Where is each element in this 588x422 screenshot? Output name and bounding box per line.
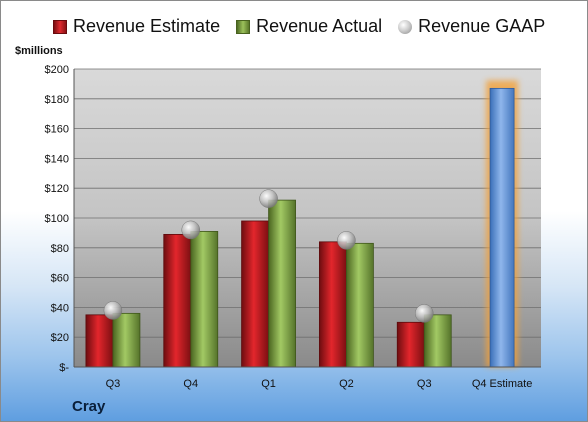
gaap-point (181, 220, 200, 240)
y-axis: $- $20 $40 $60 $80 $100 $120 $140 $160 $180 $200 (45, 64, 75, 374)
x-tick-label: Q3 (106, 378, 121, 390)
y-tick-label: $60 (51, 273, 69, 285)
bars (85, 80, 519, 368)
y-tick-label: $- (59, 362, 69, 374)
y-tick-label: $200 (45, 64, 69, 76)
bar-estimate (163, 233, 192, 368)
x-tick-label: Q3 (417, 378, 432, 390)
bar-actual (112, 312, 141, 368)
bar-actual (423, 314, 452, 368)
gaap-point (415, 304, 434, 323)
y-tick-label: $100 (45, 213, 69, 225)
x-tick-label: Q2 (339, 378, 354, 390)
x-tick-label: Q4 Estimate (472, 378, 533, 390)
x-axis: Q3 Q4 Q1 Q2 Q3 Q4 Estimate (74, 366, 541, 390)
x-tick-label: Q1 (261, 378, 276, 390)
x-tick-label: Q4 (183, 378, 198, 390)
y-unit-label: $millions (15, 45, 63, 57)
legend-label-estimate: Revenue Estimate (73, 16, 221, 36)
legend-swatch-estimate (53, 19, 67, 34)
y-tick-label: $80 (51, 243, 69, 255)
bar-estimate (396, 321, 425, 368)
legend-item-gaap: Revenue GAAP (398, 16, 545, 37)
y-tick-label: $180 (45, 94, 69, 106)
y-tick-label: $140 (45, 153, 69, 165)
legend-label-actual: Revenue Actual (256, 16, 383, 36)
y-tick-label: $20 (51, 332, 69, 344)
bar-estimate (85, 314, 114, 368)
company-name: Cray (72, 398, 106, 415)
legend-item-estimate: Revenue Estimate (53, 16, 220, 37)
y-tick-label: $120 (45, 183, 69, 195)
gaap-point (259, 189, 278, 208)
gaap-points (103, 189, 434, 323)
legend-label-gaap: Revenue GAAP (418, 16, 546, 36)
bar-actual (346, 242, 374, 368)
legend-swatch-actual (236, 19, 251, 34)
bar-actual (190, 231, 219, 368)
y-tick-label: $160 (45, 124, 69, 136)
legend-swatch-gaap (398, 19, 413, 34)
bar-actual (268, 199, 296, 368)
bar-future-estimate (489, 87, 515, 368)
gaap-point (103, 301, 123, 320)
y-tick-label: $40 (51, 302, 69, 314)
legend: Revenue Estimate Revenue Actual Revenue … (53, 16, 545, 37)
bar-estimate (319, 241, 347, 368)
legend-item-actual: Revenue Actual (236, 16, 382, 37)
bar-estimate (241, 220, 269, 368)
gaap-point (337, 231, 356, 250)
